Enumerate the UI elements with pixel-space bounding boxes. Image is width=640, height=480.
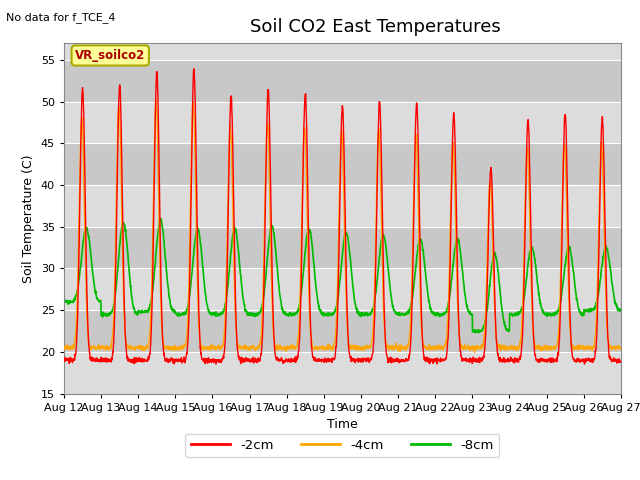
Text: VR_soilco2: VR_soilco2 <box>75 49 145 62</box>
Bar <box>64 60 621 102</box>
Legend: -2cm, -4cm, -8cm: -2cm, -4cm, -8cm <box>186 433 499 457</box>
Bar <box>64 352 621 394</box>
Bar <box>64 144 621 185</box>
Text: No data for f_TCE_4: No data for f_TCE_4 <box>6 12 116 23</box>
Bar <box>64 102 621 144</box>
Bar <box>64 185 621 227</box>
X-axis label: Time: Time <box>327 418 358 431</box>
Bar <box>64 227 621 268</box>
Bar <box>64 310 621 352</box>
Bar <box>64 268 621 310</box>
Y-axis label: Soil Temperature (C): Soil Temperature (C) <box>22 154 35 283</box>
Title: Soil CO2 East Temperatures: Soil CO2 East Temperatures <box>250 18 501 36</box>
